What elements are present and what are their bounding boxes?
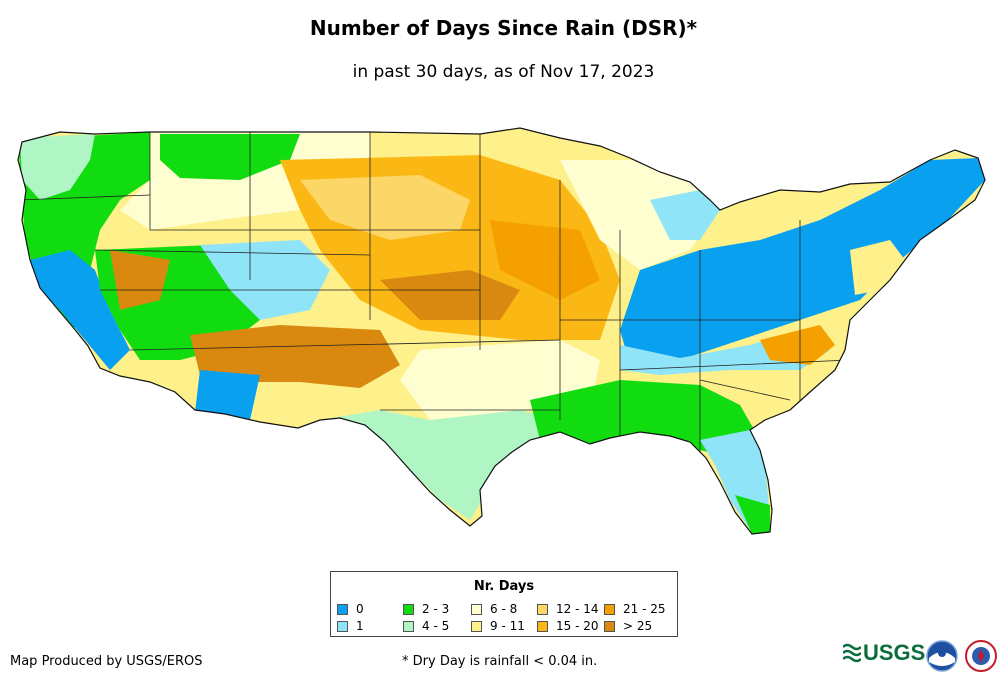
legend-item: > 25 bbox=[604, 619, 652, 633]
legend-label: 2 - 3 bbox=[422, 602, 450, 616]
legend-swatch bbox=[604, 620, 615, 632]
legend-item: 4 - 5 bbox=[403, 619, 449, 633]
legend-swatch bbox=[337, 603, 348, 615]
legend-item: 1 bbox=[337, 619, 364, 633]
legend-label: > 25 bbox=[623, 619, 653, 633]
legend-label: 9 - 11 bbox=[490, 619, 525, 633]
nws-logo-icon bbox=[965, 640, 997, 672]
legend-item: 15 - 20 bbox=[537, 619, 599, 633]
legend-swatch bbox=[471, 620, 482, 632]
legend-swatch bbox=[471, 603, 482, 615]
legend-swatch bbox=[604, 603, 615, 615]
legend-item: 0 bbox=[337, 602, 364, 616]
legend-item: 21 - 25 bbox=[604, 602, 666, 616]
noaa-logo-icon bbox=[926, 640, 958, 672]
us-dsr-map bbox=[17, 127, 986, 535]
legend-label: 4 - 5 bbox=[422, 619, 450, 633]
legend-label: 1 bbox=[356, 619, 364, 633]
usgs-logo-text: USGS bbox=[863, 640, 926, 665]
usgs-logo: USGS bbox=[843, 640, 925, 666]
legend-title: Nr. Days bbox=[473, 579, 535, 594]
legend-item: 2 - 3 bbox=[403, 602, 449, 616]
legend-label: 21 - 25 bbox=[623, 602, 666, 616]
usgs-wave-icon bbox=[843, 643, 861, 663]
legend-item: 6 - 8 bbox=[471, 602, 517, 616]
legend-item: 12 - 14 bbox=[537, 602, 599, 616]
legend-swatch bbox=[537, 603, 548, 615]
footnote-text: * Dry Day is rainfall < 0.04 in. bbox=[402, 654, 598, 669]
map-title: Number of Days Since Rain (DSR)* bbox=[309, 16, 698, 40]
legend-label: 6 - 8 bbox=[490, 602, 518, 616]
credit-text: Map Produced by USGS/EROS bbox=[10, 654, 203, 669]
legend-swatch bbox=[403, 603, 414, 615]
legend-label: 15 - 20 bbox=[556, 619, 599, 633]
map-subtitle: in past 30 days, as of Nov 17, 2023 bbox=[352, 62, 655, 82]
legend-swatch bbox=[403, 620, 414, 632]
legend-swatch bbox=[537, 620, 548, 632]
legend-item: 9 - 11 bbox=[471, 619, 525, 633]
legend: Nr. Days 0 1 2 - 3 4 - 5 6 - 8 9 - 11 12… bbox=[330, 571, 678, 637]
legend-label: 12 - 14 bbox=[556, 602, 599, 616]
legend-label: 0 bbox=[356, 602, 364, 616]
legend-swatch bbox=[337, 620, 348, 632]
